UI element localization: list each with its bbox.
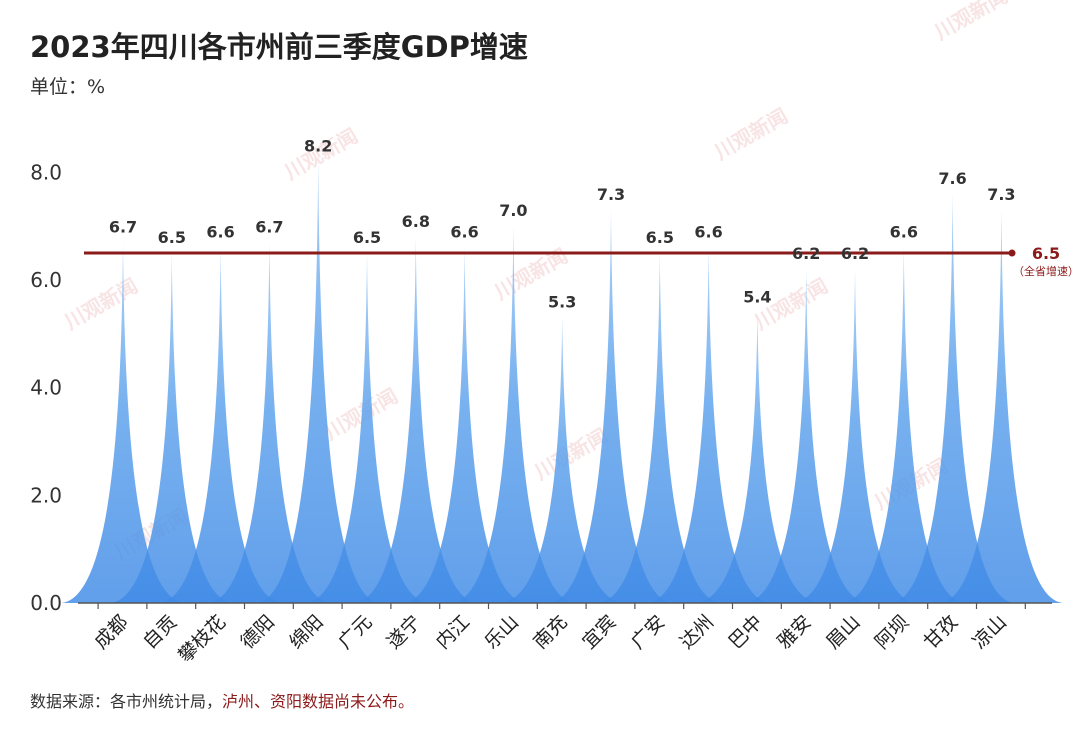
x-label-攀枝花: 攀枝花 — [174, 611, 230, 667]
x-label-成都: 成都 — [90, 611, 132, 653]
peak-宜宾 — [549, 209, 673, 603]
value-label-成都: 6.7 — [109, 217, 137, 236]
unit-label: 单位：% — [30, 76, 106, 98]
x-label-南充: 南充 — [529, 611, 571, 653]
footer: 数据来源：各市州统计局，泸州、资阳数据尚未公布。 — [30, 688, 414, 712]
y-tick-label: 8.0 — [30, 160, 62, 184]
peak-绵阳 — [256, 161, 381, 603]
value-label-绵阳: 8.2 — [304, 137, 332, 156]
peak-遂宁 — [353, 236, 478, 603]
x-label-遂宁: 遂宁 — [383, 611, 425, 653]
peak-甘孜 — [890, 193, 1015, 603]
x-label-阿坝: 阿坝 — [871, 611, 913, 653]
peaks — [61, 161, 1064, 604]
x-label-凉山: 凉山 — [968, 611, 1010, 653]
source-note: 数据来源：各市州统计局， — [30, 692, 223, 711]
value-label-南充: 5.3 — [548, 293, 576, 312]
x-label-宜宾: 宜宾 — [578, 611, 620, 653]
reference-value-label: 6.5 — [1032, 244, 1060, 263]
x-label-广安: 广安 — [627, 611, 669, 653]
value-label-广元: 6.5 — [353, 228, 381, 247]
y-tick-label: 2.0 — [30, 483, 62, 507]
reference-line-group: 6.5（全省增速） — [84, 244, 1079, 278]
x-label-达州: 达州 — [676, 611, 718, 653]
x-label-雅安: 雅安 — [773, 611, 815, 653]
reference-sublabel: （全省增速） — [1013, 264, 1079, 278]
peak-达州 — [646, 247, 771, 603]
y-axis: 0.0 2.0 4.0 6.0 8.0 — [30, 160, 62, 615]
watermark: 川观新闻 — [710, 104, 792, 165]
watermark: 川观新闻 — [60, 274, 142, 335]
peak-自贡 — [109, 253, 234, 603]
x-axis — [78, 602, 1052, 609]
x-label-自贡: 自贡 — [139, 611, 181, 653]
value-label-广安: 6.5 — [646, 228, 674, 247]
peak-德阳 — [207, 242, 332, 603]
peak-乐山 — [451, 226, 576, 604]
value-label-内江: 6.6 — [450, 223, 478, 242]
value-labels: 6.7 6.5 6.6 6.7 8.2 6.5 6.8 6.6 7.0 5.3 7.3 6.5 6.6 5… — [109, 137, 1016, 312]
watermarks: 川观新闻川观新闻川观新闻川观新闻川观新闻川观新闻川观新闻川观新闻川观新闻川观新闻 — [60, 0, 1012, 565]
value-label-宜宾: 7.3 — [597, 185, 625, 204]
x-label-乐山: 乐山 — [480, 611, 522, 653]
value-label-凉山: 7.3 — [987, 185, 1015, 204]
peak-广元 — [305, 253, 429, 603]
y-tick-label: 4.0 — [30, 376, 62, 400]
value-label-眉山: 6.2 — [841, 244, 869, 263]
x-label-甘孜: 甘孜 — [920, 611, 962, 653]
chart-title: 2023年四川各市州前三季度GDP增速 — [30, 30, 528, 64]
value-label-达州: 6.6 — [694, 223, 722, 242]
peak-攀枝花 — [158, 247, 283, 603]
peak-内江 — [402, 247, 527, 603]
value-label-雅安: 6.2 — [792, 244, 820, 263]
reference-line-dot — [1008, 249, 1016, 257]
value-label-巴中: 5.4 — [743, 287, 771, 306]
peak-广安 — [597, 253, 722, 603]
value-label-遂宁: 6.8 — [402, 212, 430, 231]
x-label-广元: 广元 — [334, 611, 376, 653]
peak-眉山 — [793, 269, 917, 603]
peak-凉山 — [939, 209, 1064, 603]
y-tick-label: 6.0 — [30, 268, 62, 292]
value-label-阿坝: 6.6 — [890, 223, 918, 242]
x-label-内江: 内江 — [432, 611, 474, 653]
value-label-自贡: 6.5 — [158, 228, 186, 247]
value-label-甘孜: 7.6 — [938, 169, 966, 188]
watermark: 川观新闻 — [930, 0, 1012, 45]
value-label-德阳: 6.7 — [255, 217, 283, 236]
peak-巴中 — [695, 312, 820, 603]
x-label-德阳: 德阳 — [236, 611, 278, 653]
x-label-绵阳: 绵阳 — [285, 611, 327, 653]
x-label-眉山: 眉山 — [822, 611, 864, 653]
peak-阿坝 — [841, 247, 966, 603]
value-label-攀枝花: 6.6 — [206, 223, 234, 242]
missing-data-note: 泸州、资阳数据尚未公布。 — [222, 692, 415, 711]
y-tick-label: 0.0 — [30, 591, 62, 615]
x-label-巴中: 巴中 — [724, 611, 766, 653]
peak-成都 — [61, 242, 185, 603]
peak-南充 — [500, 317, 625, 603]
value-label-乐山: 7.0 — [499, 201, 527, 220]
peak-雅安 — [744, 269, 869, 603]
